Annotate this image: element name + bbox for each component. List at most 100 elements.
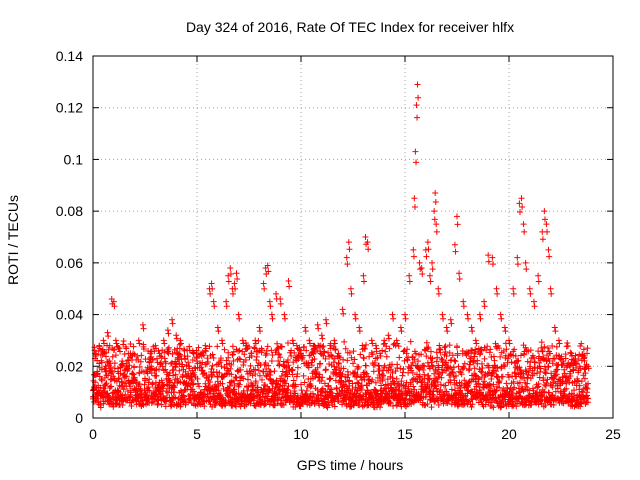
data-point [314, 364, 321, 371]
data-point [261, 285, 268, 292]
data-point [555, 352, 562, 359]
data-point [539, 348, 546, 355]
data-point [470, 359, 477, 366]
data-point [225, 278, 232, 285]
data-point [531, 358, 538, 365]
data-point [522, 367, 529, 374]
data-point [346, 382, 353, 389]
data-point [267, 368, 274, 375]
data-point [439, 311, 446, 318]
data-point [128, 352, 135, 359]
data-point [245, 384, 252, 391]
data-point [196, 383, 203, 390]
data-point [454, 350, 461, 357]
data-point [280, 358, 287, 365]
data-point [177, 340, 184, 347]
data-point [223, 298, 230, 305]
data-point [320, 348, 327, 355]
data-point [90, 377, 97, 384]
data-point [179, 361, 186, 368]
data-point [230, 357, 237, 364]
data-point [424, 400, 431, 407]
data-point [149, 380, 156, 387]
data-point [229, 343, 236, 350]
data-point [514, 254, 521, 261]
data-point [359, 342, 366, 349]
data-point [319, 335, 326, 342]
data-point [153, 372, 160, 379]
data-point [418, 265, 425, 272]
data-point [271, 368, 278, 375]
data-point [394, 361, 401, 368]
data-point [98, 376, 105, 383]
data-point [346, 393, 353, 400]
data-point [376, 362, 382, 369]
data-point [477, 346, 484, 353]
data-point [262, 360, 269, 367]
data-point [172, 371, 179, 378]
data-point [550, 379, 557, 386]
data-point [452, 358, 459, 365]
data-point [410, 383, 417, 390]
data-point [127, 350, 134, 357]
data-point [289, 367, 296, 374]
data-point [311, 345, 318, 352]
data-point [548, 290, 555, 297]
data-point [318, 332, 325, 339]
data-point [158, 401, 165, 408]
data-point [326, 361, 333, 368]
y-tick-label: 0.12 [56, 100, 83, 116]
data-point [345, 378, 352, 385]
y-tick-label: 0 [75, 410, 83, 426]
data-point [522, 259, 529, 266]
data-point [159, 363, 166, 370]
data-point [468, 324, 475, 331]
data-point [515, 357, 522, 364]
data-point [489, 261, 496, 268]
data-point [344, 357, 351, 364]
data-point [165, 344, 172, 351]
data-point [240, 340, 247, 347]
data-point [442, 343, 449, 350]
data-point [379, 370, 386, 377]
data-point [328, 386, 335, 393]
data-point [116, 345, 123, 352]
data-point [489, 371, 496, 378]
data-point [316, 371, 323, 378]
data-point [516, 379, 523, 386]
data-point [131, 363, 138, 370]
data-point [503, 380, 510, 387]
data-point [314, 321, 321, 328]
data-point [549, 392, 556, 399]
data-point [348, 354, 355, 361]
data-point [510, 378, 517, 385]
data-point [478, 369, 485, 376]
data-point [442, 348, 449, 355]
data-point [325, 349, 332, 356]
data-point [333, 385, 340, 392]
data-point [501, 324, 508, 331]
data-point [490, 391, 497, 398]
data-point [155, 397, 162, 404]
data-point [390, 315, 397, 322]
data-point [126, 383, 133, 390]
data-point [105, 372, 112, 379]
data-point [541, 343, 548, 350]
data-point [578, 340, 585, 347]
data-point [428, 359, 435, 366]
data-point [489, 391, 496, 398]
data-point [535, 278, 542, 285]
data-point [378, 382, 385, 389]
data-point [527, 375, 534, 382]
data-point [189, 380, 196, 387]
data-point [428, 348, 434, 355]
data-point [360, 393, 367, 400]
data-point [195, 380, 202, 387]
data-point [464, 311, 471, 318]
data-point [577, 403, 584, 410]
data-point [251, 344, 258, 351]
data-point [240, 362, 247, 369]
data-point [449, 369, 456, 376]
data-point [553, 343, 560, 350]
data-point [464, 390, 471, 397]
